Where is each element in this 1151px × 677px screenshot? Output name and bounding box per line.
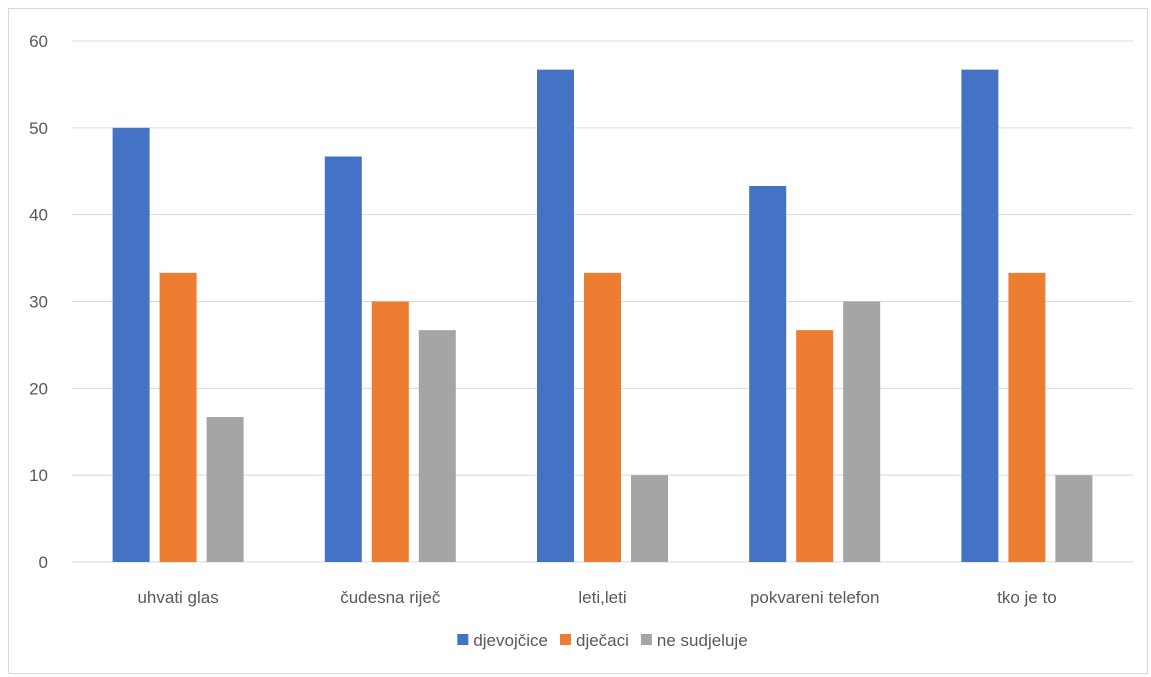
bar-dječaci-1 bbox=[371, 301, 409, 562]
x-tick-label: čudesna riječ bbox=[340, 588, 441, 607]
bar-dječaci-3 bbox=[796, 330, 834, 562]
bar-djevojčice-2 bbox=[537, 69, 574, 562]
legend: djevojčice dječaci ne sudjeluje bbox=[457, 631, 748, 650]
bar-djevojčice-1 bbox=[324, 156, 362, 562]
bar-dječaci-4 bbox=[1008, 272, 1046, 562]
gridlines bbox=[72, 40, 1133, 563]
x-tick-label: leti,leti bbox=[578, 588, 626, 607]
y-tick-label: 30 bbox=[29, 293, 48, 312]
y-tick-label: 0 bbox=[39, 553, 48, 572]
bar-ne-sudjeluje-2 bbox=[631, 475, 668, 562]
legend-item: djevojčice bbox=[457, 631, 548, 650]
bar-ne-sudjeluje-3 bbox=[843, 301, 881, 562]
y-tick-label: 20 bbox=[29, 379, 48, 398]
bar-djevojčice-0 bbox=[112, 127, 150, 562]
y-axis-ticks: 0 10 20 30 40 50 60 bbox=[29, 32, 48, 572]
bars bbox=[112, 69, 1093, 563]
legend-swatch bbox=[457, 634, 469, 645]
bar-ne-sudjeluje-1 bbox=[418, 330, 456, 562]
bar-djevojčice-4 bbox=[961, 69, 999, 562]
x-tick-label: pokvareni telefon bbox=[750, 588, 879, 607]
y-tick-label: 10 bbox=[29, 466, 48, 485]
legend-item: ne sudjeluje bbox=[640, 631, 748, 650]
legend-swatch bbox=[640, 634, 652, 645]
x-axis-ticks: uhvati glas čudesna riječ leti,leti pokvare… bbox=[137, 588, 1056, 607]
bar-djevojčice-3 bbox=[749, 186, 787, 563]
x-tick-label: uhvati glas bbox=[137, 588, 218, 607]
y-tick-label: 60 bbox=[29, 32, 48, 51]
bar-dječaci-2 bbox=[584, 272, 621, 562]
legend-label: ne sudjeluje bbox=[657, 631, 748, 650]
legend-item: dječaci bbox=[559, 631, 629, 650]
legend-swatch bbox=[559, 634, 571, 645]
legend-label: dječaci bbox=[576, 631, 629, 650]
bar-dječaci-0 bbox=[159, 272, 197, 562]
bar-ne-sudjeluje-4 bbox=[1055, 475, 1093, 562]
y-tick-label: 50 bbox=[29, 119, 48, 138]
x-tick-label: tko je to bbox=[997, 588, 1057, 607]
chart-frame bbox=[8, 8, 1148, 674]
legend-label: djevojčice bbox=[473, 631, 548, 650]
y-tick-label: 40 bbox=[29, 206, 48, 225]
bar-ne-sudjeluje-0 bbox=[206, 416, 244, 562]
